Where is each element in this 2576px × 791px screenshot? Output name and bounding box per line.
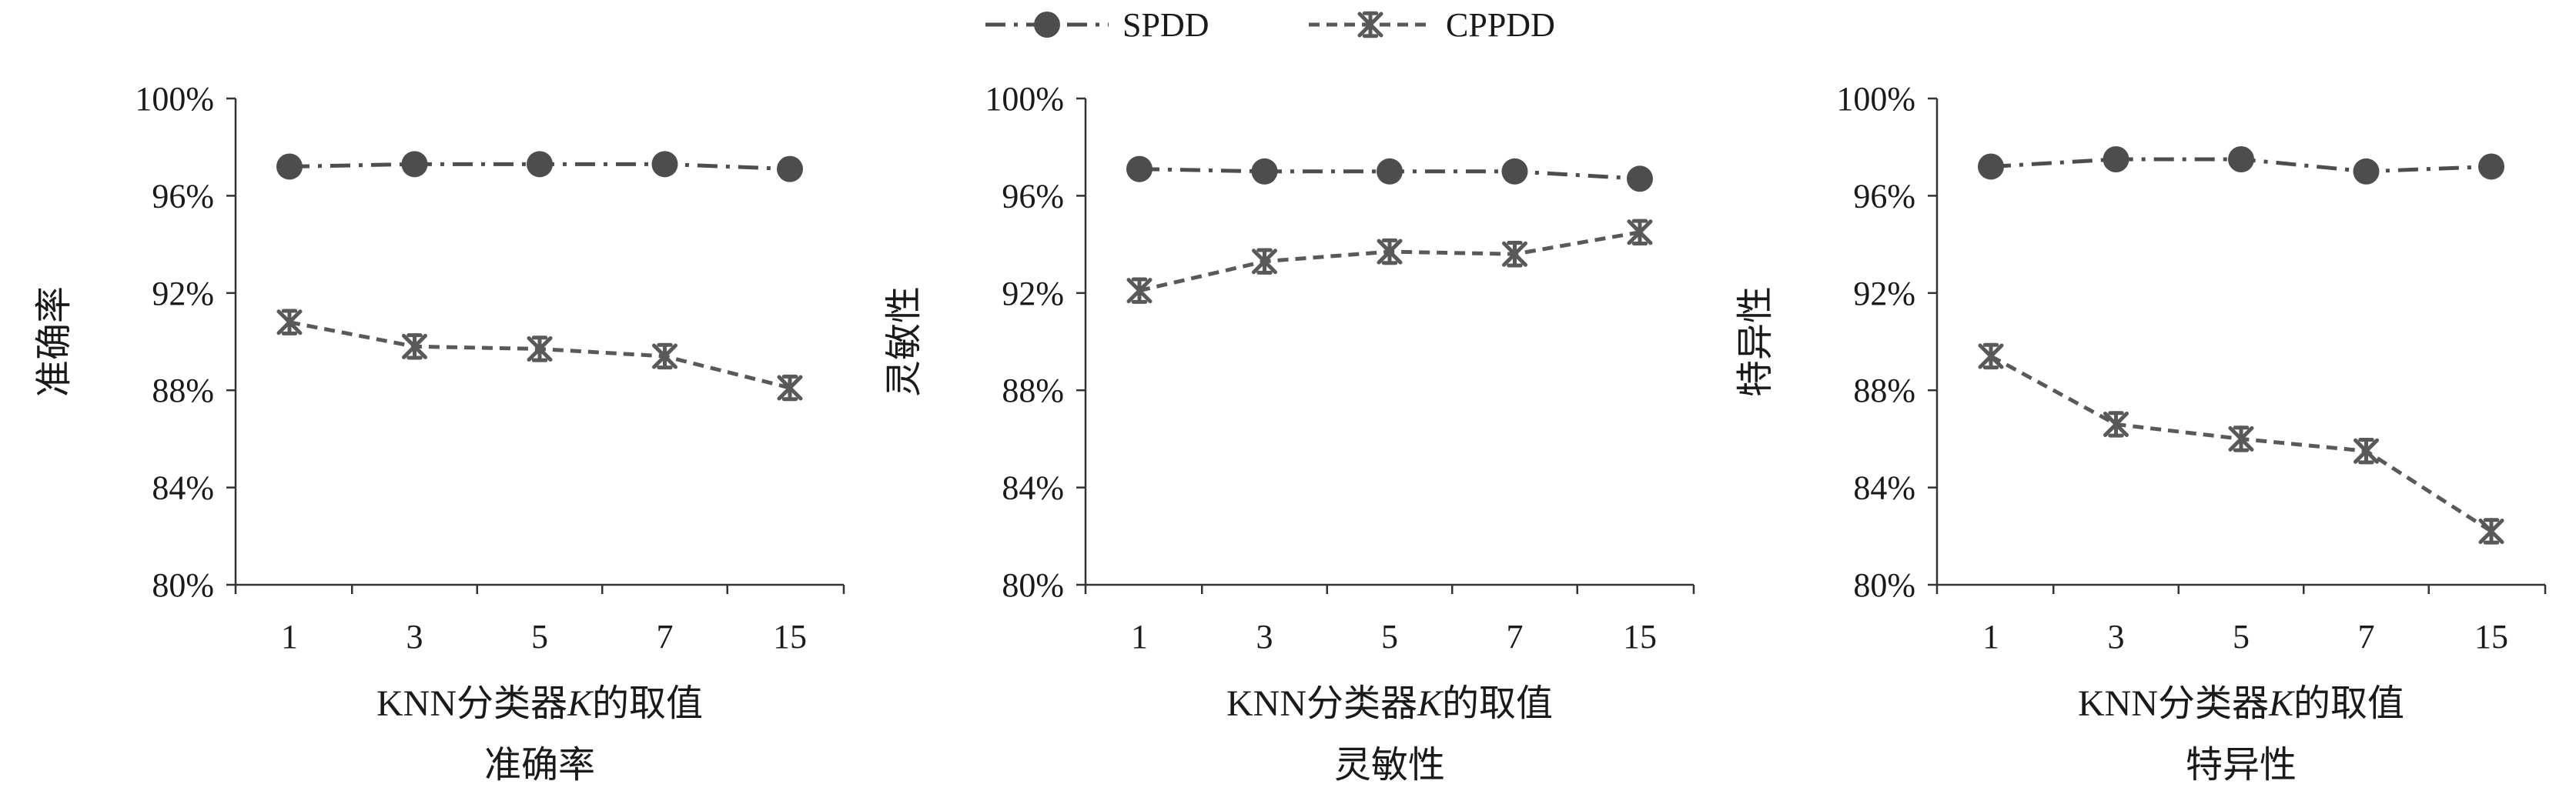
data-point-cppdd <box>1627 219 1653 245</box>
y-tick-label: 100% <box>1836 80 1915 118</box>
x-tick-label: 15 <box>1623 618 1657 656</box>
y-tick-label: 84% <box>1853 469 1915 507</box>
legend-item-spdd: SPDD <box>985 6 1209 44</box>
x-tick-label: 5 <box>531 618 548 656</box>
x-axis-title-part: 的取值 <box>1442 683 1553 724</box>
series-cppdd <box>276 309 803 402</box>
data-point-spdd <box>527 151 553 178</box>
y-tick-label: 96% <box>152 177 214 215</box>
x-tick-label: 7 <box>657 618 674 656</box>
series-cppdd <box>1126 219 1653 304</box>
y-tick-label: 80% <box>1002 566 1064 604</box>
data-point-spdd <box>1251 158 1278 185</box>
panel-caption: 准确率 <box>484 745 595 786</box>
y-tick-label: 100% <box>135 80 214 118</box>
x-axis-title: KNN分类器K的取值 <box>2078 683 2404 724</box>
data-point-cppdd <box>276 309 303 335</box>
legend-label-cppdd: CPPDD <box>1446 6 1555 44</box>
data-point-spdd <box>2228 146 2254 172</box>
legend-item-cppdd: CPPDD <box>1309 6 1555 44</box>
panel-caption: 灵敏性 <box>1334 745 1445 786</box>
data-point-cppdd <box>2103 411 2129 438</box>
y-tick-label: 92% <box>1002 275 1064 312</box>
y-tick-label: 80% <box>152 566 214 604</box>
x-tick-label: 3 <box>1256 618 1273 656</box>
chart-panel-2: 80%84%88%92%96%100%1 3 5 7 15KNN分类器K的取值灵敏性灵敏… <box>884 80 1695 786</box>
series-spdd <box>1126 155 1653 192</box>
x-tick-label: 1 <box>281 618 298 656</box>
data-point-spdd <box>777 155 803 182</box>
y-axis-title: 特异性 <box>1735 286 1776 397</box>
y-tick-label: 100% <box>985 80 1064 118</box>
x-axis-title-part: K <box>2268 683 2296 724</box>
data-point-spdd <box>2353 158 2380 185</box>
data-point-cppdd <box>652 342 677 370</box>
data-point-spdd <box>2103 146 2129 172</box>
data-point-cppdd <box>2478 518 2504 545</box>
data-point-cppdd <box>527 335 553 362</box>
x-axis-title: KNN分类器K的取值 <box>376 683 703 724</box>
y-tick-label: 84% <box>1002 469 1064 507</box>
data-point-cppdd <box>1126 277 1153 304</box>
data-point-spdd <box>651 151 678 178</box>
data-point-cppdd <box>2228 426 2254 452</box>
series-spdd <box>1978 146 2504 185</box>
chart-panel-1: 80%84%88%92%96%100%1 3 5 7 15KNN分类器K的取值准确率准确… <box>34 80 845 786</box>
x-axis-title-part: 的取值 <box>592 683 703 724</box>
x-tick-label: 5 <box>1381 618 1398 656</box>
x-axis-title: KNN分类器K的取值 <box>1226 683 1553 724</box>
data-point-cppdd <box>2354 438 2379 465</box>
x-axis-title-part: 的取值 <box>2293 683 2404 724</box>
series-spdd <box>276 151 803 182</box>
y-tick-label: 92% <box>152 275 214 312</box>
x-tick-label: 7 <box>2358 618 2375 656</box>
y-tick-label: 88% <box>1853 372 1915 409</box>
series-cppdd <box>1978 342 2504 545</box>
data-point-spdd <box>1627 165 1653 192</box>
y-axis-title: 准确率 <box>34 286 75 397</box>
x-tick-label: 15 <box>773 618 807 656</box>
x-tick-label: 5 <box>2233 618 2250 656</box>
y-tick-label: 84% <box>152 469 214 507</box>
asterisk-marker <box>1357 11 1383 38</box>
x-tick-label: 3 <box>406 618 423 656</box>
chart-panels: 80%84%88%92%96%100%1 3 5 7 15KNN分类器K的取值准确率准确… <box>34 80 2547 786</box>
legend-label-spdd: SPDD <box>1122 6 1209 44</box>
data-point-cppdd <box>1377 238 1403 265</box>
x-axis-title-part: K <box>1417 683 1444 724</box>
data-point-spdd <box>1126 155 1153 182</box>
panel-caption: 特异性 <box>2186 745 2297 786</box>
x-tick-label: 7 <box>1507 618 1524 656</box>
data-point-cppdd <box>777 374 803 402</box>
data-point-cppdd <box>1252 248 1277 275</box>
y-tick-label: 92% <box>1853 275 1915 312</box>
data-point-spdd <box>276 153 303 180</box>
data-point-spdd <box>1501 158 1528 185</box>
legend: SPDD CPPDD <box>985 6 1555 44</box>
y-tick-label: 96% <box>1853 177 1915 215</box>
x-axis-title-part: KNN分类器 <box>1226 683 1417 724</box>
chart-panel-3: 80%84%88%92%96%100%1 3 5 7 15KNN分类器K的取值特异性特异… <box>1735 80 2547 786</box>
y-axis-title: 灵敏性 <box>884 286 925 397</box>
x-axis-title-part: KNN分类器 <box>2078 683 2269 724</box>
data-point-spdd <box>1978 153 2004 180</box>
data-point-spdd <box>401 151 428 178</box>
y-tick-label: 96% <box>1002 177 1064 215</box>
data-point-cppdd <box>1502 241 1527 268</box>
y-tick-label: 88% <box>1002 372 1064 409</box>
x-axis-title-part: KNN分类器 <box>376 683 567 724</box>
data-point-cppdd <box>402 333 427 360</box>
y-tick-label: 88% <box>152 372 214 409</box>
x-tick-label: 1 <box>1131 618 1148 656</box>
y-tick-label: 80% <box>1853 566 1915 604</box>
x-tick-label: 15 <box>2474 618 2508 656</box>
circle-marker <box>1034 12 1060 38</box>
data-point-spdd <box>2478 153 2504 180</box>
x-axis-title-part: K <box>567 683 594 724</box>
data-point-cppdd <box>1978 342 2004 370</box>
x-tick-label: 3 <box>2108 618 2125 656</box>
x-tick-label: 1 <box>1982 618 1999 656</box>
data-point-spdd <box>1377 158 1403 185</box>
